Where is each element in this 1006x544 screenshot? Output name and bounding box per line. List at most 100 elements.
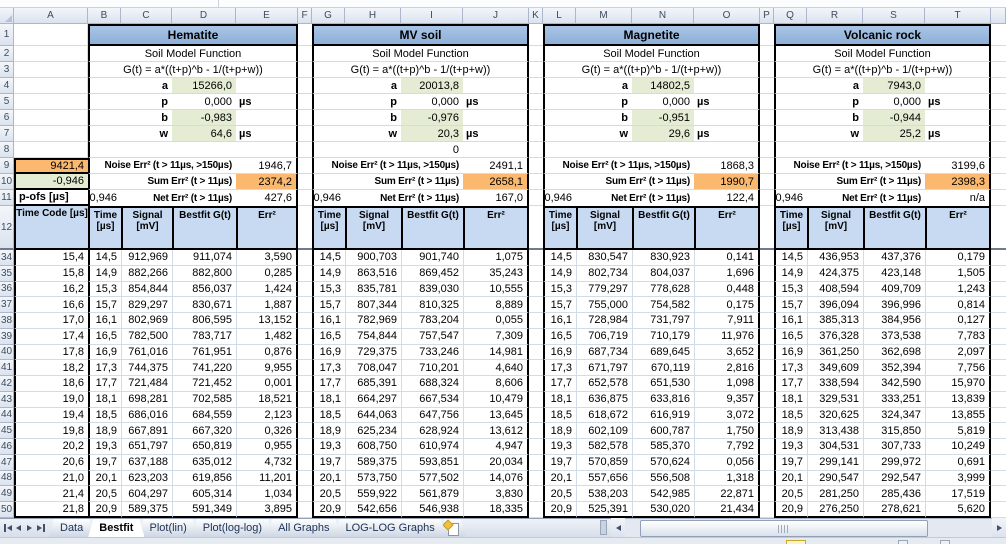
- sheet-tab-log-log-graphs[interactable]: LOG-LOG Graphs: [334, 519, 445, 537]
- cell-F12[interactable]: [298, 206, 312, 250]
- cell-N34[interactable]: 830,923: [632, 250, 694, 266]
- cell-R36[interactable]: 408,594: [807, 281, 863, 298]
- group-title-magnetite[interactable]: Magnetite: [543, 24, 760, 46]
- cell-C42[interactable]: 721,484: [121, 376, 172, 392]
- cell-U11[interactable]: [991, 190, 1006, 206]
- cell-A46[interactable]: 20,2: [14, 439, 88, 455]
- cell-C34[interactable]: 912,969: [121, 250, 172, 266]
- cell-N4[interactable]: 14802,5: [632, 78, 694, 94]
- cell-U12[interactable]: [991, 206, 1006, 250]
- row-header-49[interactable]: 49: [0, 486, 14, 502]
- cell-D35[interactable]: 882,800: [172, 265, 236, 282]
- cell-D43[interactable]: 702,585: [172, 391, 236, 408]
- cell-A50[interactable]: 21,8: [14, 502, 88, 518]
- cell-F11[interactable]: [298, 190, 312, 206]
- cell-S39[interactable]: 373,538: [863, 328, 925, 345]
- cell-T8[interactable]: [925, 142, 991, 158]
- cell-U40[interactable]: [991, 345, 1006, 361]
- cell-O7[interactable]: µs: [694, 126, 760, 142]
- cell-S46[interactable]: 307,733: [863, 439, 925, 455]
- cell-L12[interactable]: Time [µs]: [543, 206, 576, 250]
- row-header-34[interactable]: 34: [0, 250, 14, 266]
- cell-E44[interactable]: 2,123: [236, 407, 298, 424]
- cell-C6[interactable]: b: [121, 110, 172, 126]
- cell-R42[interactable]: 338,594: [807, 376, 863, 392]
- cell-R11[interactable]: Net Err² (t > 11µs): [842, 192, 921, 204]
- cell-A47[interactable]: 20,6: [14, 454, 88, 471]
- cell-K1[interactable]: [529, 24, 543, 46]
- cell-R12[interactable]: Signal [mV]: [807, 206, 863, 250]
- cell-A38[interactable]: 17,0: [14, 313, 88, 329]
- cell-L44[interactable]: 18,5: [543, 407, 576, 424]
- cell-P6[interactable]: [760, 110, 774, 126]
- col-header-A[interactable]: A: [14, 8, 88, 24]
- cell-L6[interactable]: [543, 110, 576, 126]
- col-header-T[interactable]: T: [925, 8, 991, 24]
- cell-B3[interactable]: G(t) = a*((t+p)^b - 1/(t+p+w)): [88, 62, 298, 78]
- cell-O42[interactable]: 1,098: [694, 376, 760, 392]
- cell-U45[interactable]: [991, 423, 1006, 439]
- cell-N44[interactable]: 616,919: [632, 407, 694, 424]
- cell-G47[interactable]: 19,7: [312, 454, 345, 471]
- cell-E11[interactable]: 427,6: [236, 190, 298, 206]
- cell-M6[interactable]: b: [576, 110, 632, 126]
- cell-F39[interactable]: [298, 329, 312, 345]
- cell-E6[interactable]: [236, 110, 298, 126]
- cell-A8[interactable]: [14, 142, 88, 158]
- cell-T43[interactable]: 13,839: [925, 391, 991, 408]
- cell-F48[interactable]: [298, 471, 312, 487]
- cell-O38[interactable]: 7,911: [694, 313, 760, 329]
- cell-C11[interactable]: Net Err² (t > 11µs): [153, 192, 232, 204]
- cell-P34[interactable]: [760, 250, 774, 266]
- cell-I41[interactable]: 710,201: [401, 360, 463, 376]
- row-header-1[interactable]: 1: [0, 24, 14, 46]
- cell-E50[interactable]: 3,895: [236, 502, 298, 518]
- cell-S35[interactable]: 423,148: [863, 265, 925, 282]
- cell-P1[interactable]: [760, 24, 774, 46]
- cell-H37[interactable]: 807,344: [345, 297, 401, 313]
- cell-H36[interactable]: 835,781: [345, 281, 401, 298]
- cell-A9[interactable]: 9421,4: [14, 158, 88, 174]
- cell-J46[interactable]: 4,947: [463, 439, 529, 455]
- cell-O6[interactable]: [694, 110, 760, 126]
- cell-I7[interactable]: 20,3: [401, 126, 463, 142]
- cell-A41[interactable]: 18,2: [14, 360, 88, 376]
- cell-O44[interactable]: 3,072: [694, 407, 760, 424]
- cell-K41[interactable]: [529, 360, 543, 376]
- cell-T40[interactable]: 2,097: [925, 344, 991, 361]
- cell-H46[interactable]: 608,750: [345, 439, 401, 455]
- cell-A37[interactable]: 16,6: [14, 297, 88, 313]
- cell-T47[interactable]: 0,691: [925, 454, 991, 471]
- cell-L43[interactable]: 18,1: [543, 391, 576, 408]
- row-header-39[interactable]: 39: [0, 328, 14, 345]
- cell-P37[interactable]: [760, 297, 774, 313]
- cell-U7[interactable]: [991, 126, 1006, 142]
- cell-Q43[interactable]: 18,1: [774, 391, 807, 408]
- row-header-46[interactable]: 46: [0, 439, 14, 455]
- cell-P4[interactable]: [760, 78, 774, 94]
- cell-B43[interactable]: 18,1: [88, 391, 121, 408]
- row-header-11[interactable]: 11: [0, 190, 14, 206]
- cell-L42[interactable]: 17,7: [543, 376, 576, 392]
- row-header-8[interactable]: 8: [0, 142, 14, 158]
- cell-K44[interactable]: [529, 408, 543, 424]
- cell-F45[interactable]: [298, 423, 312, 439]
- cell-R8[interactable]: [807, 142, 863, 158]
- cell-L35[interactable]: 14,9: [543, 265, 576, 282]
- cell-Q48[interactable]: 20,1: [774, 470, 807, 487]
- cell-K37[interactable]: [529, 297, 543, 313]
- cell-P48[interactable]: [760, 471, 774, 487]
- cell-K45[interactable]: [529, 423, 543, 439]
- cell-A49[interactable]: 21,4: [14, 486, 88, 502]
- cell-E35[interactable]: 0,285: [236, 265, 298, 282]
- cell-F4[interactable]: [298, 78, 312, 94]
- row-header-38[interactable]: 38: [0, 313, 14, 329]
- cell-B35[interactable]: 14,9: [88, 265, 121, 282]
- cell-L49[interactable]: 20,5: [543, 486, 576, 502]
- cell-S34[interactable]: 437,376: [863, 250, 925, 266]
- col-header-L[interactable]: L: [543, 8, 576, 24]
- cell-R45[interactable]: 313,438: [807, 423, 863, 439]
- cell-M7[interactable]: w: [576, 126, 632, 142]
- cell-P43[interactable]: [760, 392, 774, 408]
- cell-R37[interactable]: 396,094: [807, 297, 863, 313]
